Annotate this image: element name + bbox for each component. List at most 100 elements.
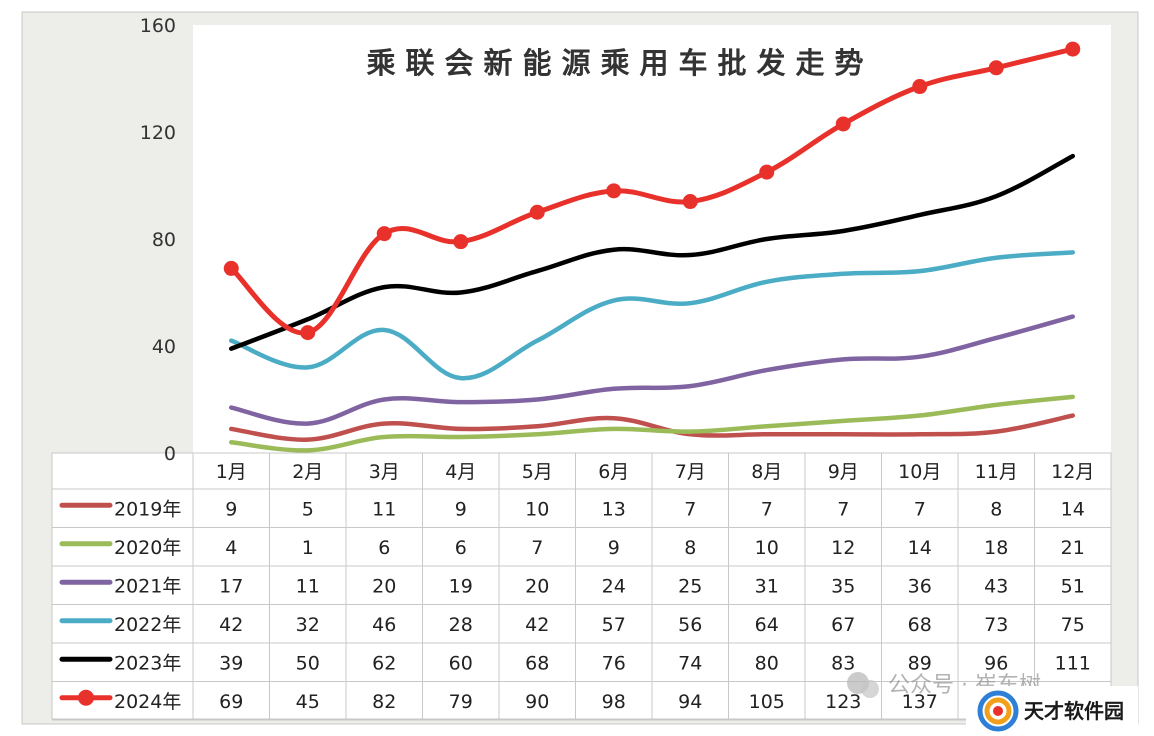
x-tick-label: 11月 [975,461,1018,483]
table-cell: 7 [684,498,696,520]
x-tick-label: 7月 [675,461,706,483]
series-line-2021年 [229,314,1075,426]
table-cell: 51 [1061,575,1085,597]
table-cell: 21 [1061,537,1085,559]
data-point [529,204,545,220]
x-tick-label: 5月 [522,461,553,483]
swirl-logo-icon [977,690,1019,732]
data-point [606,183,622,199]
y-axis: 0 40 80 120 160 [140,15,176,465]
table-cell: 67 [831,614,855,636]
series-label: 2024年 [114,691,181,713]
logo-badge: 天才软件园 [966,686,1138,736]
table-cell: 74 [678,652,702,674]
series-line-2022年 [229,250,1075,381]
table-cell: 8 [990,498,1002,520]
table-cell: 32 [296,614,320,636]
legend-marker [78,689,94,706]
table-grid [52,452,1112,721]
table-cell: 43 [984,575,1008,597]
data-point [376,226,392,242]
table-cell: 56 [678,614,702,636]
logo-text: 天才软件园 [1024,699,1124,723]
table-cell: 73 [984,614,1008,636]
table-cell: 111 [1055,652,1091,674]
data-point [1065,41,1081,57]
x-tick-label: 8月 [751,461,782,483]
table-cell: 9 [608,537,620,559]
table-cell: 46 [372,614,396,636]
y-tick-label: 40 [152,336,176,358]
data-point [682,194,698,210]
table-cell: 10 [525,498,549,520]
table-cell: 6 [455,537,467,559]
table-cell: 20 [525,575,549,597]
table-cell: 42 [219,614,243,636]
table-cell: 35 [831,575,855,597]
data-point [453,234,469,250]
table-cell: 9 [225,498,237,520]
table-cell: 105 [749,691,785,713]
x-tick-label: 3月 [369,461,400,483]
table-cell: 94 [678,691,702,713]
table-cell: 75 [1061,614,1085,636]
table-cell: 8 [684,537,696,559]
table-cell: 64 [755,614,779,636]
y-tick-label: 120 [140,122,176,144]
wechat-icon-bubble [861,680,879,698]
table-cell: 39 [219,652,243,674]
table-cell: 83 [831,652,855,674]
table-cell: 17 [219,575,243,597]
table-cell: 79 [449,691,473,713]
series-label: 2023年 [114,652,181,674]
table-cell: 18 [984,537,1008,559]
table-cell: 90 [525,691,549,713]
data-point [835,116,851,132]
table-cell: 82 [372,691,396,713]
chart-title: 乘联会新能源乘用车批发走势 [366,46,873,80]
data-point [759,164,775,180]
table-cell: 14 [1061,498,1085,520]
table-cell: 11 [372,498,396,520]
table-cell: 68 [525,652,549,674]
series-line-2019年 [229,413,1075,442]
x-tick-label: 10月 [898,461,941,483]
table-cell: 1 [302,537,314,559]
table-cell: 7 [914,498,926,520]
x-tick-label: 1月 [216,461,247,483]
table-cell: 76 [602,652,626,674]
data-point [912,79,928,95]
data-point [988,60,1004,76]
data-point [300,325,316,341]
y-tick-label: 80 [152,229,176,251]
table-cell: 36 [908,575,932,597]
table-cell: 60 [449,652,473,674]
table-cell: 62 [372,652,396,674]
x-tick-label: 2月 [292,461,323,483]
table-cell: 96 [984,652,1008,674]
table-cell: 98 [602,691,626,713]
table-cell: 7 [531,537,543,559]
table-cell: 6 [378,537,390,559]
y-tick-label: 160 [140,15,176,37]
x-tick-label: 6月 [598,461,629,483]
series-label: 2022年 [114,614,181,636]
table-cell: 10 [755,537,779,559]
table-cell: 25 [678,575,702,597]
table-cell: 4 [225,537,237,559]
table-cell: 14 [908,537,932,559]
table-cell: 7 [761,498,773,520]
plot-area [193,25,1111,453]
series-label: 2021年 [114,575,181,597]
series-line-2020年 [229,394,1075,453]
table-cell: 50 [296,652,320,674]
table-cell: 24 [602,575,626,597]
table-cell: 19 [449,575,473,597]
table-cell: 89 [908,652,932,674]
series-label: 2020年 [114,537,181,559]
series-line-2023年 [229,153,1075,351]
table-cell: 28 [449,614,473,636]
series-label: 2019年 [114,498,181,520]
